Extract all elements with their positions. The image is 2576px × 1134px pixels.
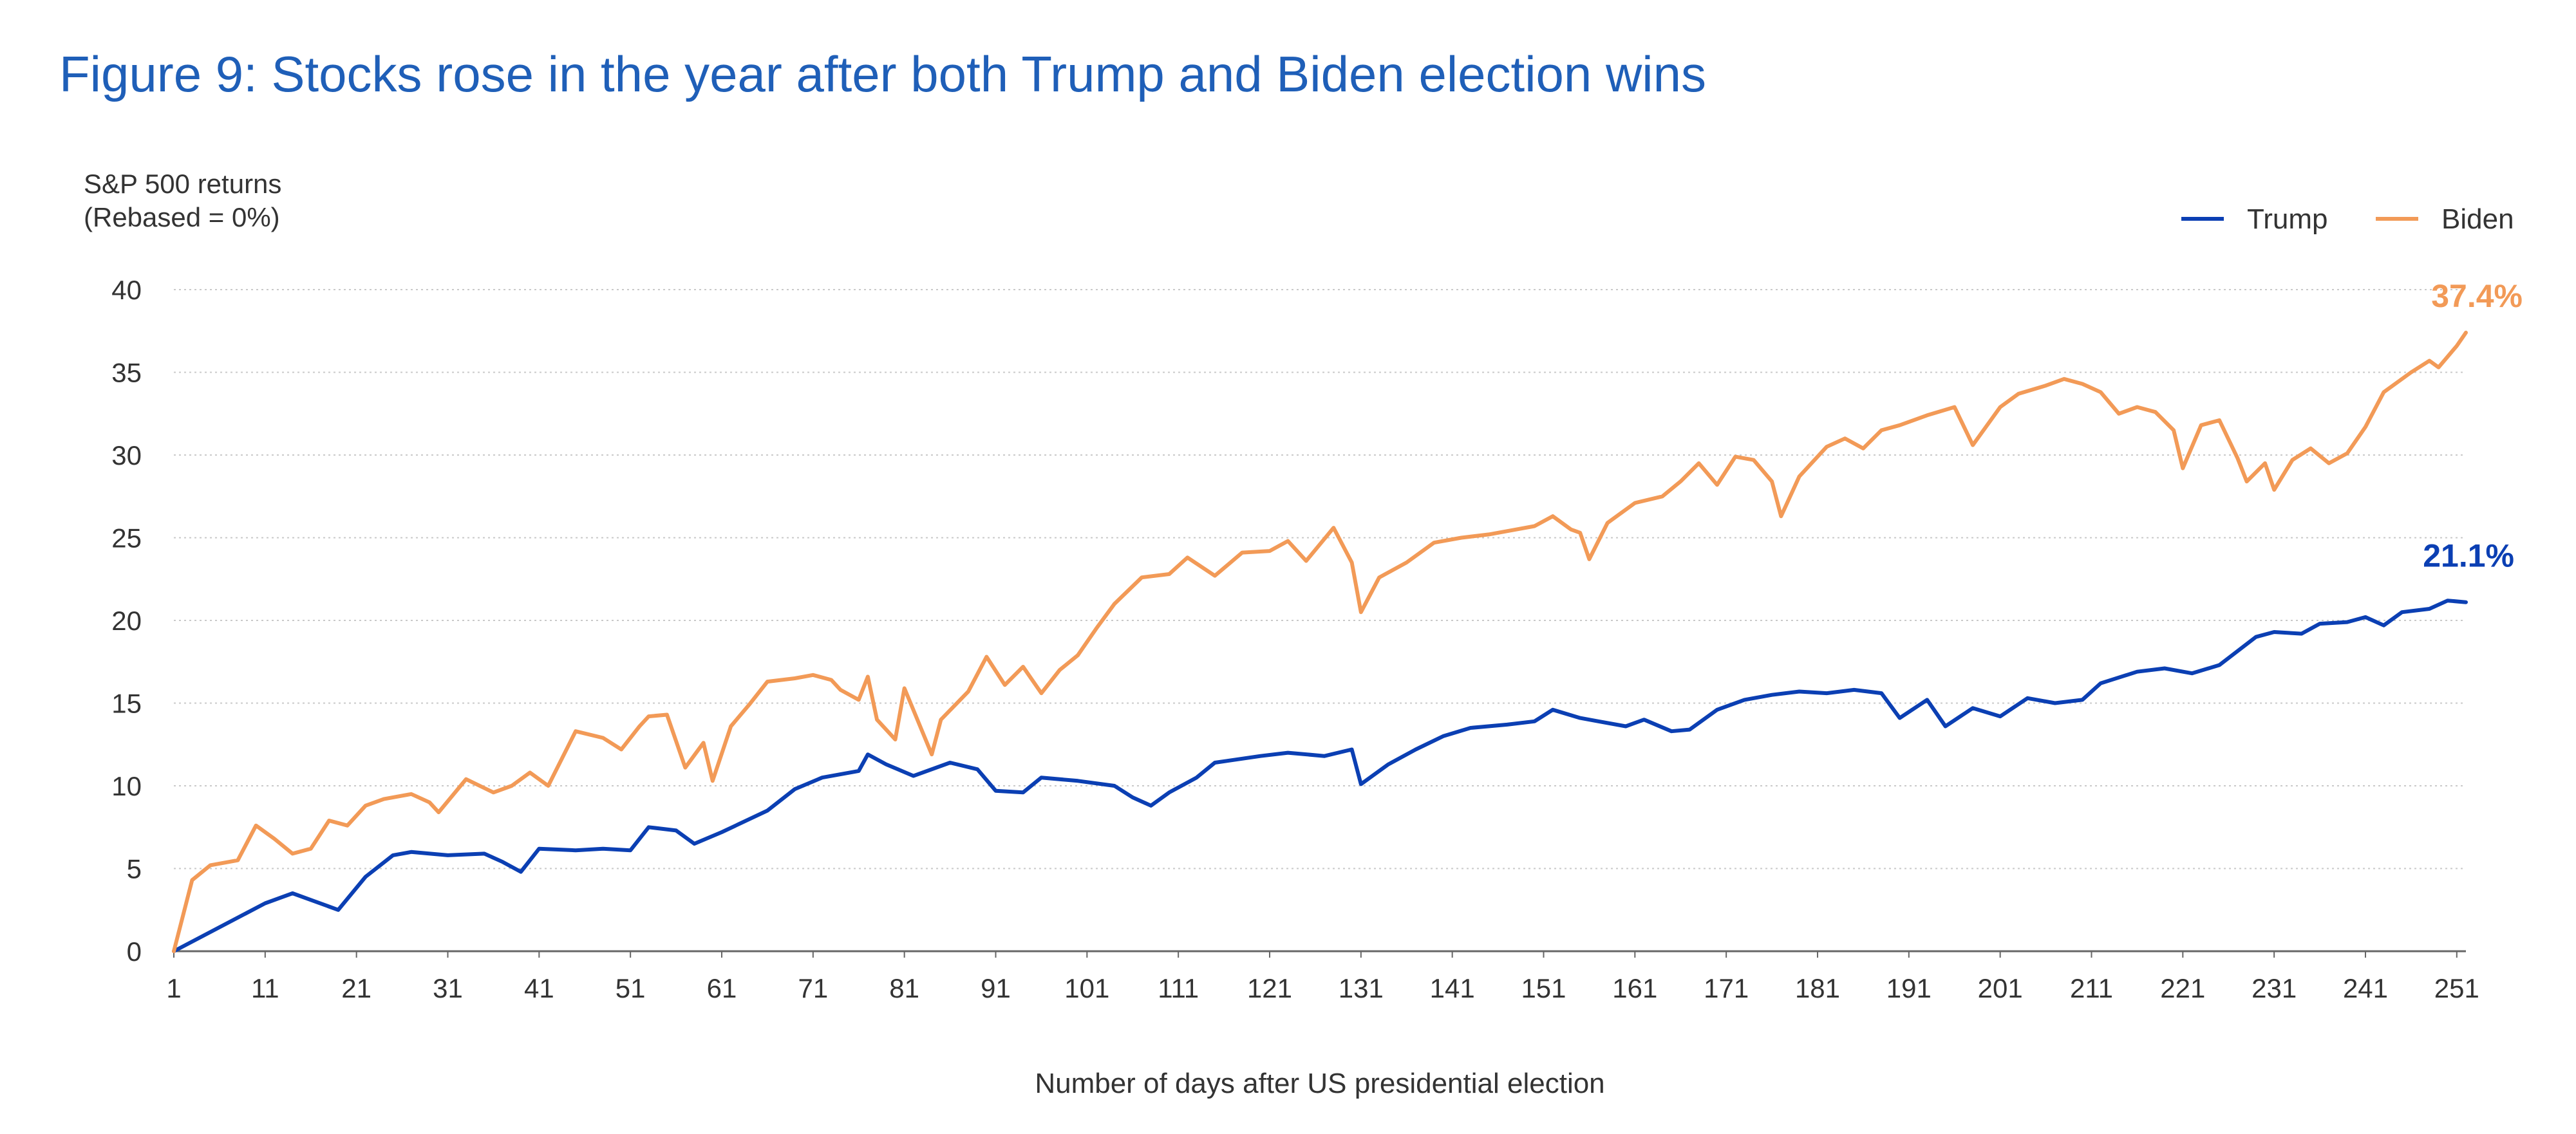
x-tick-label: 81 bbox=[889, 973, 919, 1003]
y-axis-label-line-1: S&P 500 returns bbox=[84, 169, 281, 199]
x-tick-label: 71 bbox=[798, 973, 828, 1003]
x-tick-label: 161 bbox=[1612, 973, 1657, 1003]
series-line-biden bbox=[172, 330, 2468, 953]
legend: Trump Biden bbox=[2181, 203, 2514, 235]
y-tick-label: 0 bbox=[127, 936, 142, 967]
grid-lines bbox=[174, 289, 2466, 869]
y-axis-ticks: 0 5 10 15 20 25 30 35 40 bbox=[111, 275, 142, 967]
legend-label-biden: Biden bbox=[2441, 203, 2514, 235]
x-tick-label: 51 bbox=[616, 973, 646, 1003]
y-tick-label: 35 bbox=[111, 358, 142, 388]
chart-title: Figure 9: Stocks rose in the year after … bbox=[59, 46, 1707, 102]
x-axis-ticks: 1 11 21 31 41 51 61 71 81 91 101 111 121 131 141 151 161… bbox=[166, 951, 2479, 1003]
x-tick-label: 141 bbox=[1430, 973, 1475, 1003]
x-tick-label: 11 bbox=[251, 973, 279, 1003]
series-lines bbox=[172, 330, 2468, 953]
legend-label-trump: Trump bbox=[2247, 203, 2328, 235]
y-tick-label: 10 bbox=[111, 771, 142, 801]
end-label-biden: 37.4% bbox=[2431, 278, 2523, 314]
x-tick-label: 91 bbox=[981, 973, 1011, 1003]
x-tick-label: 171 bbox=[1704, 973, 1749, 1003]
series-line-trump bbox=[172, 599, 2468, 953]
x-tick-label: 181 bbox=[1795, 973, 1840, 1003]
y-tick-label: 20 bbox=[111, 606, 142, 636]
x-tick-label: 121 bbox=[1247, 973, 1292, 1003]
y-tick-label: 25 bbox=[111, 523, 142, 553]
x-tick-label: 101 bbox=[1064, 973, 1109, 1003]
x-tick-label: 31 bbox=[433, 973, 463, 1003]
x-tick-label: 251 bbox=[2434, 973, 2479, 1003]
y-tick-label: 30 bbox=[111, 440, 142, 470]
x-tick-label: 111 bbox=[1158, 973, 1199, 1003]
x-tick-label: 41 bbox=[524, 973, 554, 1003]
y-axis-label-line-2: (Rebased = 0%) bbox=[84, 202, 280, 232]
x-tick-label: 201 bbox=[1978, 973, 2023, 1003]
x-axis-label: Number of days after US presidential ele… bbox=[1035, 1068, 1604, 1099]
x-tick-label: 61 bbox=[707, 973, 737, 1003]
x-tick-label: 131 bbox=[1339, 973, 1384, 1003]
y-tick-label: 40 bbox=[111, 275, 142, 305]
x-tick-label: 241 bbox=[2343, 973, 2388, 1003]
x-tick-label: 191 bbox=[1886, 973, 1932, 1003]
x-tick-label: 1 bbox=[166, 973, 181, 1003]
x-tick-label: 231 bbox=[2252, 973, 2297, 1003]
end-label-trump: 21.1% bbox=[2423, 538, 2514, 574]
y-tick-label: 15 bbox=[111, 689, 142, 719]
x-tick-label: 151 bbox=[1521, 973, 1566, 1003]
x-tick-label: 221 bbox=[2160, 973, 2205, 1003]
x-tick-label: 21 bbox=[341, 973, 371, 1003]
y-tick-label: 5 bbox=[127, 854, 142, 884]
x-tick-label: 211 bbox=[2070, 973, 2113, 1003]
